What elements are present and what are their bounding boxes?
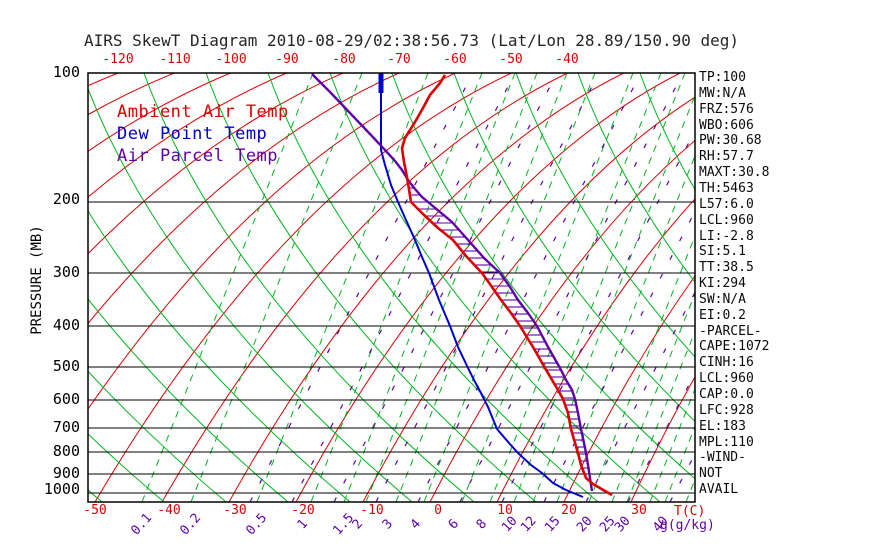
bottom-temp-tick-10: 10 bbox=[497, 503, 513, 518]
chart-title: AIRS SkewT Diagram 2010-08-29/02:38:56.7… bbox=[84, 31, 740, 50]
legend-ambient-air-temp: Ambient Air Temp bbox=[117, 102, 289, 122]
stat-line-19: LCL:960 bbox=[699, 371, 754, 387]
pressure-tick-800: 800 bbox=[52, 442, 80, 460]
bottom-temp-tick--10: -10 bbox=[360, 503, 384, 518]
mixing-ratio-unit-label: g(g/kg) bbox=[660, 518, 715, 533]
bottom-temp-tick-30: 30 bbox=[631, 503, 647, 518]
bottom-temp-tick--30: -30 bbox=[223, 503, 247, 518]
stat-line-7: TH:5463 bbox=[699, 180, 754, 196]
stat-line-17: CAPE:1072 bbox=[699, 339, 770, 355]
pressure-axis-label: PRESSURE (MB) bbox=[29, 225, 45, 335]
pressure-tick-100: 100 bbox=[52, 63, 80, 81]
top-temp-tick--90: -90 bbox=[275, 52, 299, 67]
stat-line-26: AVAIL bbox=[699, 482, 739, 498]
stat-line-15: EI:0.2 bbox=[699, 307, 746, 323]
stat-line-3: WBO:606 bbox=[699, 117, 754, 133]
pressure-gridlines bbox=[88, 201, 695, 494]
stat-line-14: SW:N/A bbox=[699, 291, 746, 307]
stat-line-12: TT:38.5 bbox=[699, 260, 754, 276]
legend-dew-point-temp: Dew Point Temp bbox=[117, 124, 268, 144]
stat-line-4: PW:30.68 bbox=[699, 133, 762, 149]
stat-line-24: -WIND- bbox=[699, 450, 746, 466]
plot-frame bbox=[87, 72, 696, 503]
top-temp-tick--40: -40 bbox=[555, 52, 579, 67]
stat-line-23: MPL:110 bbox=[699, 434, 754, 450]
bottom-temp-tick-0: 0 bbox=[434, 503, 442, 518]
top-temp-tick--50: -50 bbox=[499, 52, 523, 67]
background-grid bbox=[88, 73, 695, 502]
stat-line-6: MAXT:30.8 bbox=[699, 165, 770, 181]
pressure-tick-300: 300 bbox=[52, 263, 80, 281]
stat-line-25: NOT bbox=[699, 466, 723, 482]
pressure-tick-600: 600 bbox=[52, 390, 80, 408]
stat-line-13: KI:294 bbox=[699, 276, 746, 292]
stat-line-20: CAP:0.0 bbox=[699, 387, 754, 402]
stat-line-22: EL:183 bbox=[699, 418, 746, 434]
top-temp-tick--100: -100 bbox=[215, 52, 247, 67]
stat-line-1: MW:N/A bbox=[699, 85, 746, 101]
bottom-temp-tick--20: -20 bbox=[291, 503, 315, 518]
pressure-tick-200: 200 bbox=[52, 190, 80, 208]
stat-line-2: FRZ:576 bbox=[699, 101, 754, 117]
bottom-temp-tick--50: -50 bbox=[83, 503, 107, 518]
top-temp-tick--80: -80 bbox=[332, 52, 356, 67]
stat-line-9: LCL:960 bbox=[699, 212, 754, 228]
stat-line-18: CINH:16 bbox=[699, 355, 754, 371]
pressure-tick-500: 500 bbox=[52, 357, 80, 375]
bottom-temp-tick-20: 20 bbox=[561, 503, 577, 518]
cape-hatching bbox=[409, 187, 588, 469]
temp-unit-label: T(C) bbox=[674, 504, 706, 519]
stat-line-0: TP:100 bbox=[699, 70, 746, 85]
stat-line-11: SI:5.1 bbox=[699, 244, 746, 260]
pressure-tick-1000: 1000 bbox=[43, 480, 80, 498]
bottom-temp-tick--40: -40 bbox=[157, 503, 181, 518]
legend-air-parcel-temp: Air Parcel Temp bbox=[117, 146, 279, 166]
pressure-tick-700: 700 bbox=[52, 418, 80, 436]
sounding-curves bbox=[311, 73, 613, 498]
top-temp-tick--110: -110 bbox=[159, 52, 191, 67]
stat-line-21: LFC:928 bbox=[699, 402, 754, 418]
top-temp-tick--70: -70 bbox=[387, 52, 411, 67]
stat-line-5: RH:57.7 bbox=[699, 149, 754, 165]
stat-line-16: -PARCEL- bbox=[699, 323, 762, 339]
top-temp-tick--60: -60 bbox=[443, 52, 467, 67]
pressure-tick-400: 400 bbox=[52, 316, 80, 334]
stat-line-10: LI:-2.8 bbox=[699, 228, 754, 244]
stat-line-8: L57:6.0 bbox=[699, 196, 754, 212]
pressure-tick-900: 900 bbox=[52, 464, 80, 482]
top-temp-tick--120: -120 bbox=[102, 52, 134, 67]
